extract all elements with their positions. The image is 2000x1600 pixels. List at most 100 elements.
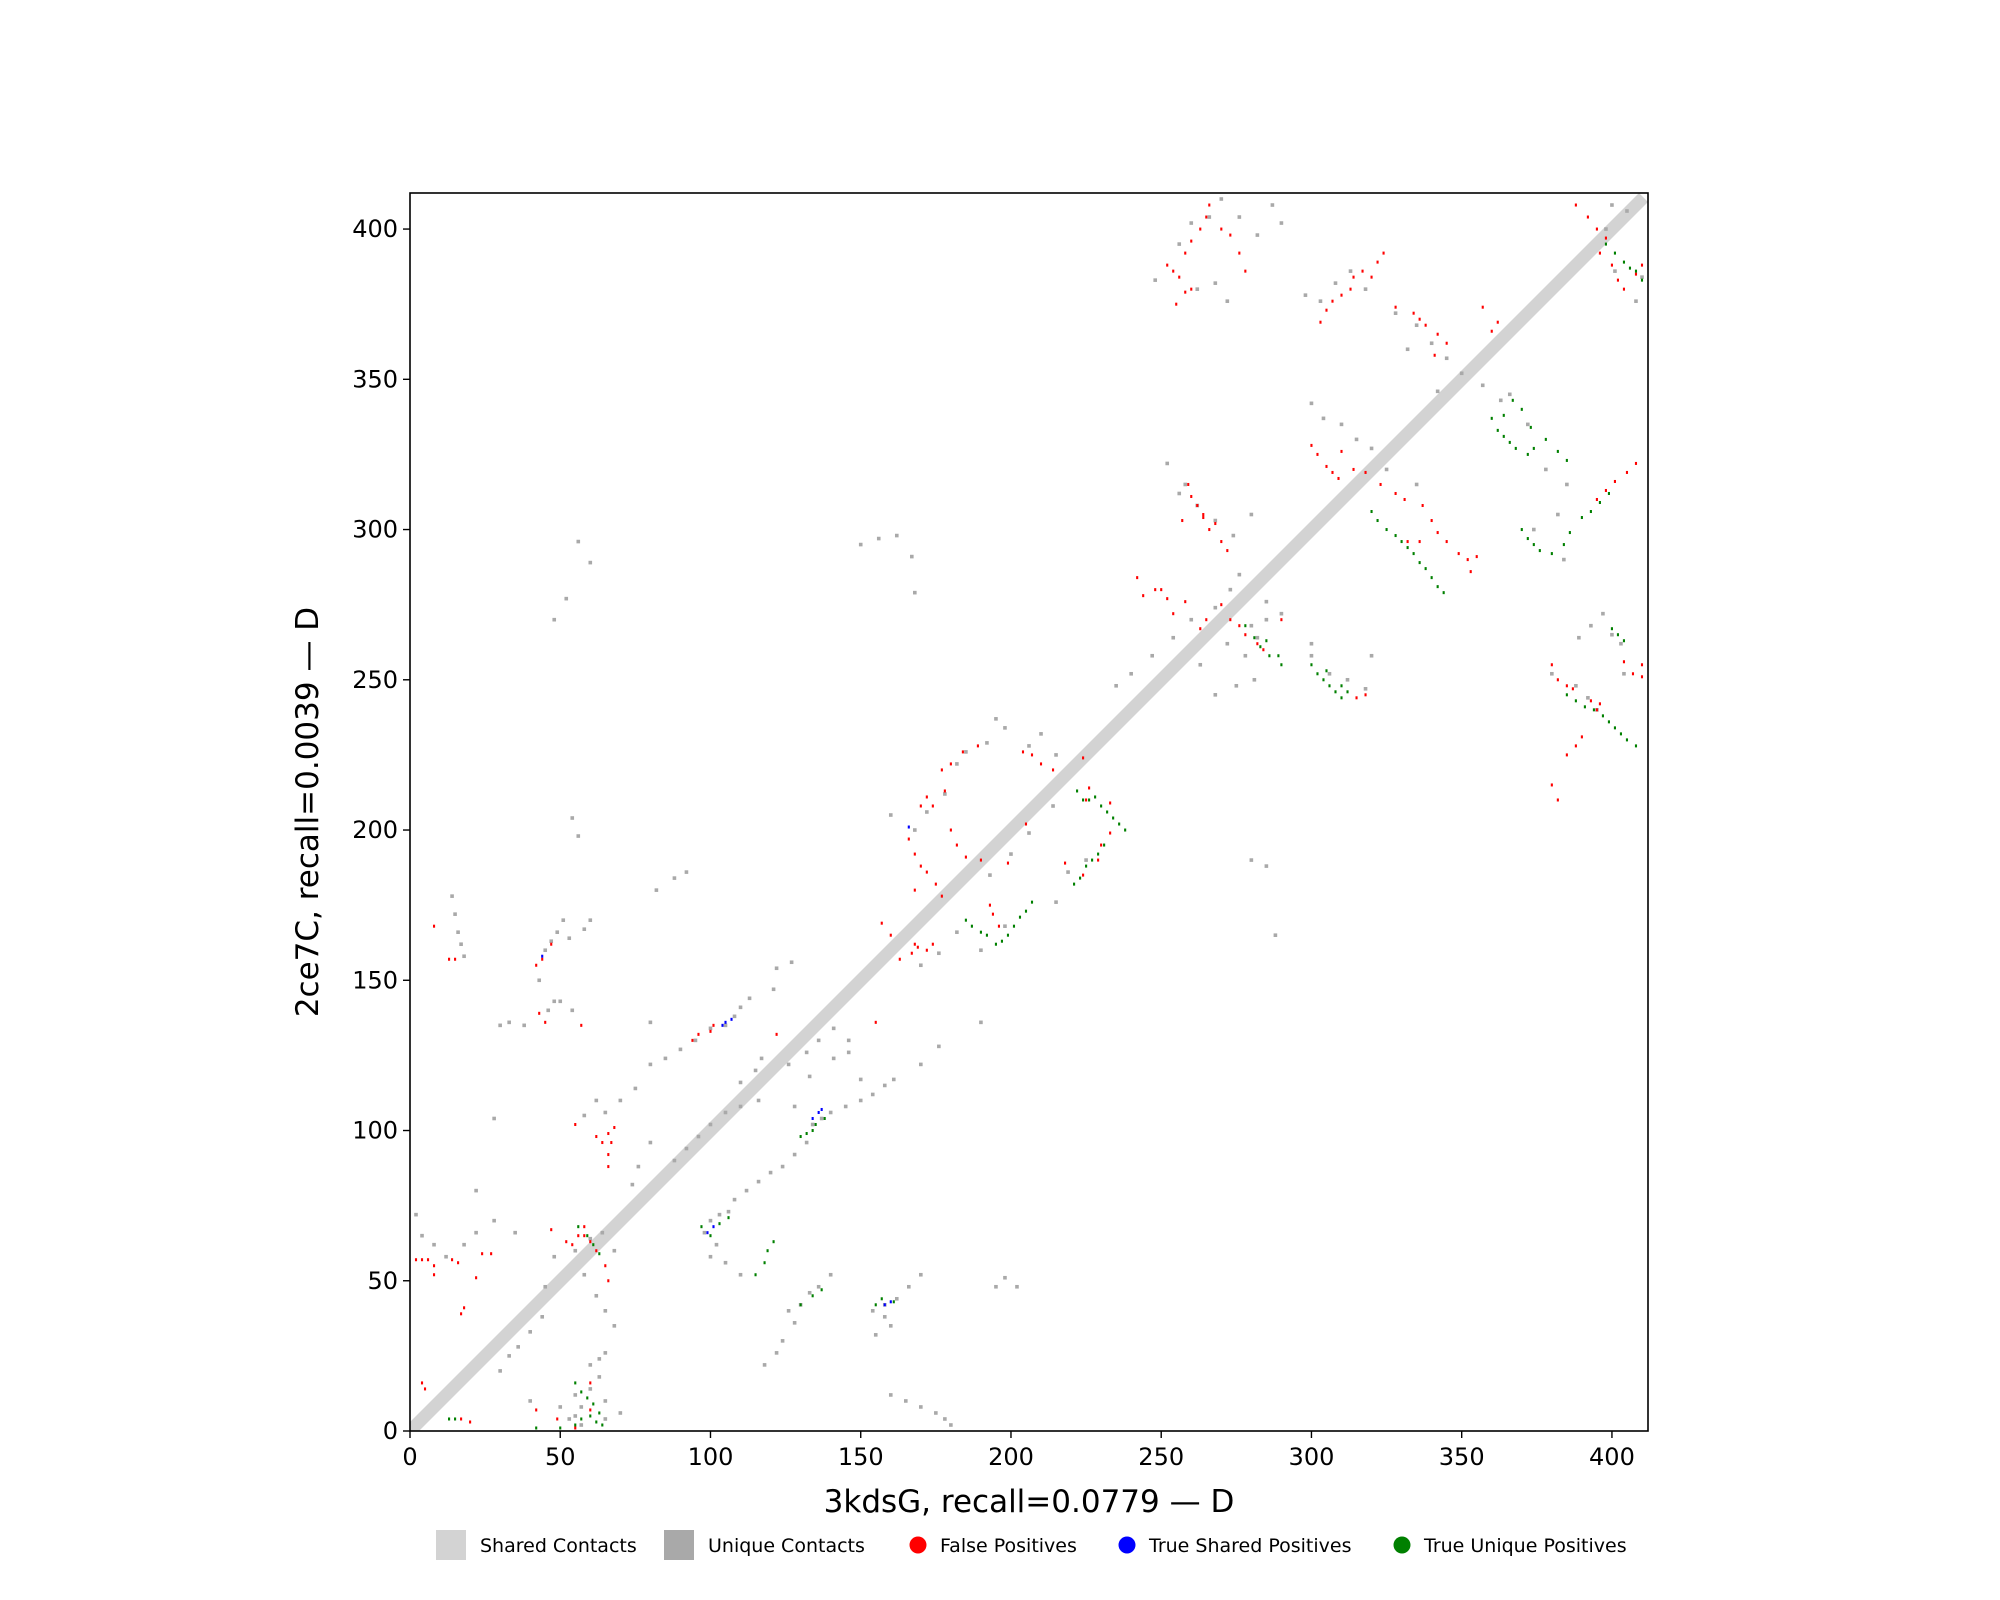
false-positive-point <box>1319 320 1322 324</box>
false-positive-point <box>613 1126 616 1130</box>
unique-contacts-cell <box>1577 635 1581 640</box>
true-unique-positive-point <box>799 1303 802 1307</box>
false-positive-point <box>934 882 937 886</box>
true-unique-positive-point <box>574 1423 577 1427</box>
false-positive-point <box>1445 540 1448 544</box>
unique-contacts-cell <box>588 1387 593 1391</box>
false-positive-point <box>1406 540 1409 544</box>
unique-contacts-cell <box>831 1026 836 1031</box>
false-positive-point <box>949 828 952 832</box>
false-positive-point <box>955 843 958 847</box>
true-unique-positive-point <box>799 1135 802 1139</box>
true-shared-positive-point <box>820 1107 823 1111</box>
unique-contacts-cell <box>1198 662 1203 667</box>
unique-contacts-cell <box>858 1077 863 1082</box>
unique-contacts-cell <box>1498 398 1503 403</box>
true-unique-positive-point <box>1424 567 1427 571</box>
unique-contacts-cell <box>663 1056 668 1061</box>
unique-contacts-cell <box>1526 422 1530 427</box>
unique-contacts-cell <box>907 1284 911 1289</box>
false-positive-point <box>1136 576 1139 580</box>
unique-contacts-cell <box>1363 287 1368 291</box>
true-unique-positive-point <box>979 930 982 934</box>
unique-contacts-cell <box>1009 852 1013 856</box>
unique-contacts-cell <box>955 762 959 766</box>
x-tick-label: 50 <box>545 1443 576 1471</box>
unique-contacts-cell <box>937 951 941 956</box>
true-unique-positive-point <box>1640 278 1644 282</box>
true-unique-positive-point <box>1277 654 1280 658</box>
unique-contacts-cell <box>1177 491 1182 496</box>
unique-contacts-cell <box>543 1284 548 1289</box>
unique-contacts-cell <box>870 1092 875 1097</box>
false-positive-point <box>1178 275 1181 279</box>
true-unique-positive-point <box>880 1297 883 1301</box>
y-tick-label: 250 <box>352 666 398 694</box>
unique-contacts-cell <box>1348 269 1353 273</box>
unique-contacts-cell <box>597 1375 602 1379</box>
true-unique-positives-layer <box>448 242 1644 1430</box>
false-positives-layer <box>414 203 1644 1430</box>
unique-contacts-cell <box>1270 203 1275 207</box>
unique-contacts-cell <box>1556 512 1560 517</box>
unique-contacts-cell <box>985 741 989 745</box>
false-positive-point <box>432 1264 436 1268</box>
unique-contacts-cell <box>1414 323 1419 328</box>
true-unique-positive-point <box>1436 585 1439 589</box>
false-positive-point <box>1024 822 1028 826</box>
false-positive-point <box>1625 470 1629 474</box>
true-unique-positive-point <box>1012 924 1016 928</box>
false-positive-point <box>1424 323 1427 327</box>
false-positive-point <box>943 789 946 793</box>
true-unique-positive-point <box>1520 407 1523 411</box>
unique-contacts-cell <box>979 1020 983 1025</box>
unique-contacts-cell <box>552 617 557 622</box>
legend-swatch-shared-contacts <box>436 1530 466 1560</box>
false-positive-point <box>607 1153 610 1157</box>
true-unique-positive-point <box>1496 428 1499 432</box>
unique-contacts-cell <box>474 1188 478 1193</box>
unique-contacts-cell <box>756 1098 761 1103</box>
unique-contacts-cell <box>771 987 776 992</box>
false-positive-point <box>1640 263 1644 267</box>
unique-contacts-cell <box>888 813 893 817</box>
unique-contacts-cell <box>573 1393 578 1397</box>
true-unique-positive-point <box>1265 639 1268 643</box>
unique-contacts-cell <box>603 1417 608 1421</box>
true-unique-positive-point <box>754 1273 757 1277</box>
false-positive-point <box>1256 642 1259 646</box>
false-positive-point <box>919 864 922 868</box>
unique-contacts-cell <box>1165 461 1170 466</box>
false-positive-point <box>988 903 991 907</box>
false-positive-point <box>1064 861 1067 865</box>
false-positive-point <box>1580 735 1583 739</box>
unique-contacts-cell <box>876 536 881 541</box>
unique-contacts-cell <box>1480 383 1485 388</box>
y-tick-label: 150 <box>352 966 398 994</box>
unique-contacts-cell <box>573 1248 578 1253</box>
false-positive-point <box>1154 588 1157 592</box>
unique-contacts-cell <box>603 1110 608 1115</box>
false-positive-point <box>1613 479 1616 483</box>
legend-label-true-unique-positives: True Unique Positives <box>1423 1535 1627 1557</box>
unique-contacts-cell <box>594 1098 599 1103</box>
unique-contacts-cell <box>723 1110 728 1115</box>
unique-contacts-cell <box>1532 527 1536 532</box>
unique-contacts-cell <box>588 918 593 922</box>
legend-label-false-positives: False Positives <box>940 1535 1077 1557</box>
false-positive-point <box>556 1417 559 1421</box>
false-positive-point <box>1370 275 1373 279</box>
unique-contacts-cell <box>1015 1284 1019 1289</box>
unique-contacts-cell <box>588 560 593 565</box>
unique-contacts-cell <box>1183 482 1188 487</box>
false-positive-point <box>919 804 922 808</box>
unique-contacts-cell <box>1318 299 1323 303</box>
y-tick-label: 100 <box>352 1117 398 1145</box>
false-positive-point <box>583 1234 586 1238</box>
unique-contacts-cell <box>1610 203 1614 207</box>
unique-contacts-cell <box>612 1248 617 1253</box>
unique-contacts-cell <box>1339 422 1344 427</box>
false-positive-point <box>1622 287 1626 291</box>
unique-contacts-cell <box>789 960 794 965</box>
